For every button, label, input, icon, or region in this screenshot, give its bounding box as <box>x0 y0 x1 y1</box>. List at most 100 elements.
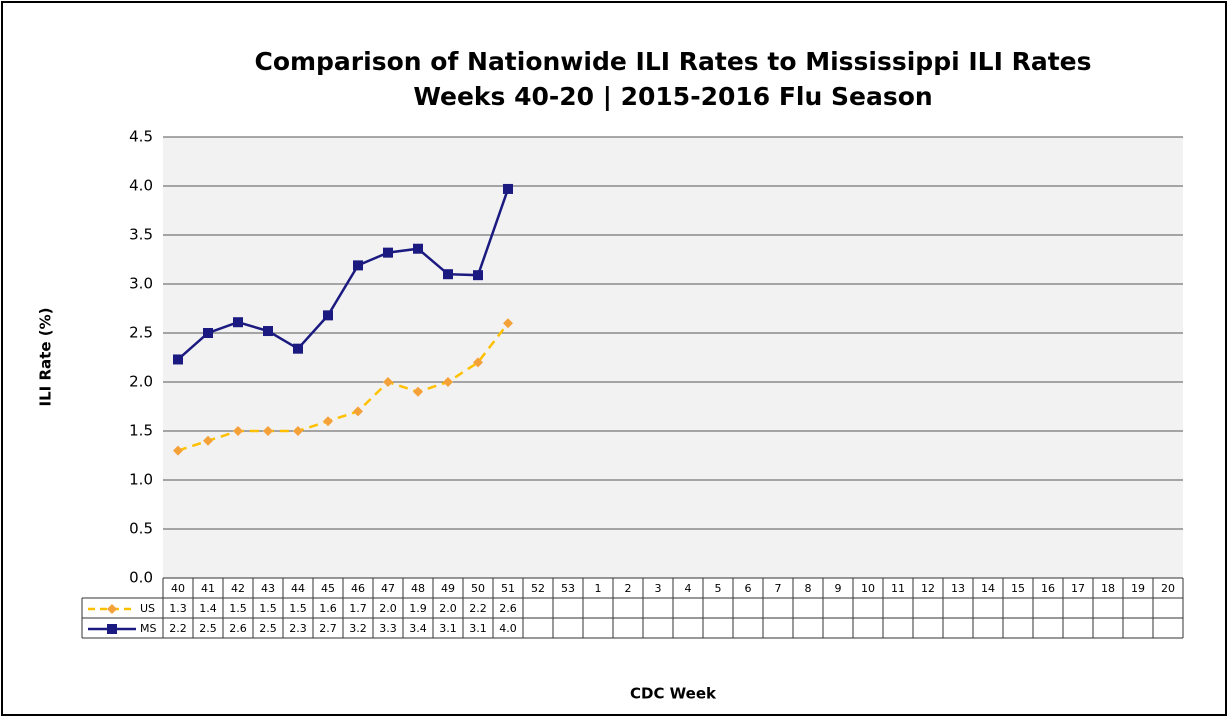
marker <box>473 357 483 368</box>
marker <box>293 426 303 436</box>
y-tick-label: 0.0 <box>129 569 153 587</box>
y-tick-label: 1.0 <box>129 471 153 489</box>
x-tick-label: 46 <box>351 582 365 595</box>
x-tick-label: 53 <box>561 582 575 595</box>
table-value: 2.6 <box>229 622 247 635</box>
marker <box>473 270 483 281</box>
x-tick-label: 52 <box>531 582 545 595</box>
table-value: 4.0 <box>499 622 517 635</box>
x-tick-label: 48 <box>411 582 425 595</box>
marker <box>323 310 333 321</box>
marker <box>503 318 513 329</box>
x-tick-label: 19 <box>1131 582 1145 595</box>
x-tick-label: 40 <box>171 582 185 595</box>
y-tick-label: 1.5 <box>129 422 153 440</box>
marker <box>233 317 243 328</box>
x-tick-label: 17 <box>1071 582 1085 595</box>
table-value: 3.4 <box>409 622 427 635</box>
table-value: 1.6 <box>319 602 337 615</box>
table-value: 1.5 <box>289 602 307 615</box>
x-tick-label: 51 <box>501 582 515 595</box>
table-value: 1.7 <box>349 602 367 615</box>
table-value: 2.3 <box>289 622 307 635</box>
x-tick-label: 1 <box>595 582 602 595</box>
chart-title: Comparison of Nationwide ILI Rates to Mi… <box>254 47 1091 76</box>
x-tick-label: 13 <box>951 582 965 595</box>
table-value: 2.5 <box>199 622 217 635</box>
marker <box>173 445 183 456</box>
x-tick-label: 49 <box>441 582 455 595</box>
table-value: 1.5 <box>259 602 277 615</box>
x-tick-label: 45 <box>321 582 335 595</box>
x-tick-label: 6 <box>745 582 752 595</box>
marker <box>173 354 183 365</box>
y-tick-label: 2.5 <box>129 324 153 342</box>
table-value: 1.9 <box>409 602 427 615</box>
table-value: 1.3 <box>169 602 187 615</box>
x-tick-label: 50 <box>471 582 485 595</box>
table-value: 3.1 <box>439 622 457 635</box>
table-value: 2.0 <box>439 602 457 615</box>
table-value: 3.2 <box>349 622 367 635</box>
table-value: 2.6 <box>499 602 517 615</box>
marker <box>233 426 243 436</box>
y-tick-label: 4.0 <box>129 177 153 195</box>
series-line <box>177 322 509 452</box>
x-tick-label: 14 <box>981 582 995 595</box>
table-value: 1.5 <box>229 602 247 615</box>
legend-marker <box>107 604 117 614</box>
x-tick-label: 12 <box>921 582 935 595</box>
x-tick-label: 42 <box>231 582 245 595</box>
marker <box>413 243 423 254</box>
x-tick-label: 43 <box>261 582 275 595</box>
x-tick-label: 2 <box>625 582 632 595</box>
marker <box>353 260 363 271</box>
x-axis-title: CDC Week <box>630 685 717 703</box>
x-tick-label: 3 <box>655 582 662 595</box>
marker <box>353 406 363 417</box>
marker <box>263 426 273 436</box>
marker <box>383 247 393 258</box>
marker <box>203 435 213 446</box>
marker <box>323 416 333 427</box>
marker <box>443 269 453 280</box>
y-tick-label: 3.5 <box>129 226 153 244</box>
table-value: 2.0 <box>379 602 397 615</box>
legend-label: MS <box>140 622 156 635</box>
table-value: 2.2 <box>169 622 187 635</box>
marker <box>293 343 303 354</box>
x-tick-label: 8 <box>805 582 812 595</box>
y-tick-label: 4.5 <box>129 128 153 146</box>
y-tick-label: 2.0 <box>129 373 153 391</box>
x-tick-label: 7 <box>775 582 782 595</box>
table-value: 2.5 <box>259 622 277 635</box>
marker <box>203 328 213 338</box>
plot-area <box>163 137 1183 578</box>
y-axis-title: ILI Rate (%) <box>37 308 55 407</box>
x-tick-label: 20 <box>1161 582 1175 595</box>
y-tick-label: 0.5 <box>129 520 153 538</box>
table-value: 3.1 <box>469 622 487 635</box>
x-tick-label: 47 <box>381 582 395 595</box>
x-tick-label: 41 <box>201 582 215 595</box>
x-tick-label: 15 <box>1011 582 1025 595</box>
table-value: 3.3 <box>379 622 397 635</box>
legend-label: US <box>140 602 155 615</box>
x-tick-label: 44 <box>291 582 305 595</box>
marker <box>503 183 513 194</box>
x-tick-label: 11 <box>891 582 905 595</box>
table-value: 1.4 <box>199 602 217 615</box>
x-tick-label: 16 <box>1041 582 1055 595</box>
marker <box>443 377 453 387</box>
x-tick-label: 10 <box>861 582 875 595</box>
marker <box>383 377 393 387</box>
marker <box>413 386 423 397</box>
chart-subtitle: Weeks 40-20 | 2015-2016 Flu Season <box>413 82 932 111</box>
x-tick-label: 4 <box>685 582 692 595</box>
table-value: 2.2 <box>469 602 487 615</box>
x-tick-label: 9 <box>835 582 842 595</box>
y-tick-label: 3.0 <box>129 275 153 293</box>
marker <box>263 326 273 337</box>
